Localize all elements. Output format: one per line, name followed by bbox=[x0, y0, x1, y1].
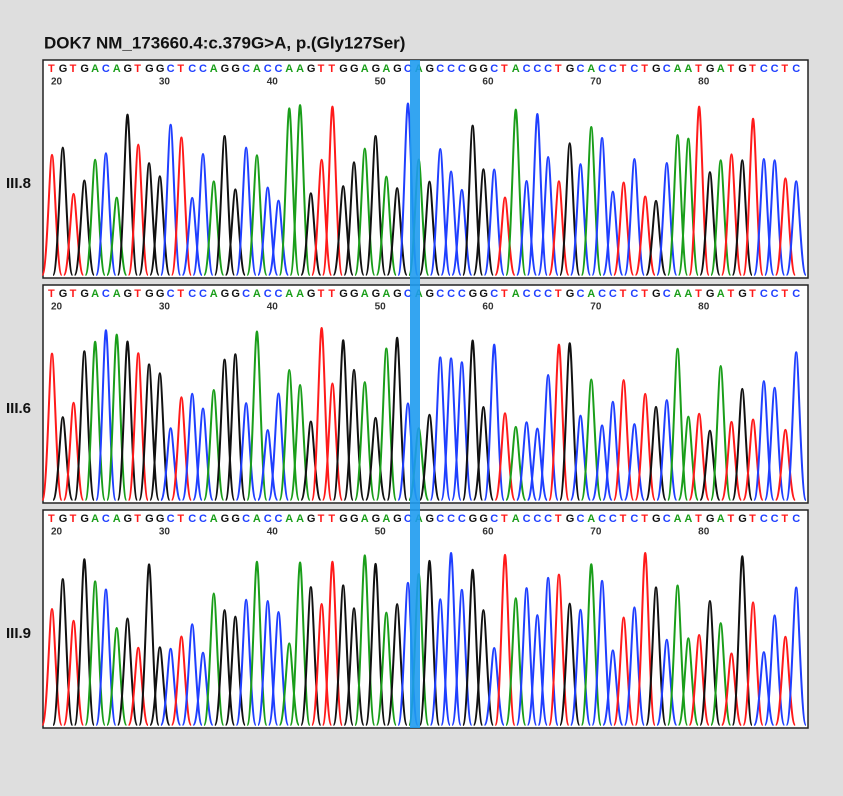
figure: DOK7 NM_173660.4:c.379G>A, p.(Gly127Ser)… bbox=[0, 0, 843, 791]
chromatogram-panel: TGTGACAGTGGCTCCAGGCACCAAGTTGGAGAGCAGCCCG… bbox=[42, 285, 808, 503]
base-position: 20 bbox=[51, 77, 63, 88]
sample-label: III.9 bbox=[6, 625, 31, 642]
base-position: 70 bbox=[590, 527, 602, 538]
base-position: 20 bbox=[51, 302, 63, 313]
variant-highlight bbox=[410, 60, 420, 728]
chromatogram-panel: TGTGACAGTGGCTCCAGGCACCAAGTTGGAGAGCAGCCCG… bbox=[42, 510, 808, 728]
base-position: 70 bbox=[590, 302, 602, 313]
title: DOK7 NM_173660.4:c.379G>A, p.(Gly127Ser) bbox=[44, 33, 405, 52]
base-position: 50 bbox=[375, 527, 387, 538]
base-position: 80 bbox=[698, 302, 710, 313]
base-position: 60 bbox=[482, 77, 494, 88]
base-position: 20 bbox=[51, 527, 63, 538]
base-position: 60 bbox=[482, 302, 494, 313]
base-position: 40 bbox=[267, 77, 279, 88]
base-position: 30 bbox=[159, 302, 171, 313]
page: DOK7 NM_173660.4:c.379G>A, p.(Gly127Ser)… bbox=[0, 0, 843, 791]
base-position: 80 bbox=[698, 527, 710, 538]
sample-label: III.6 bbox=[6, 400, 31, 417]
base-position: 50 bbox=[375, 302, 387, 313]
chromatogram-panel: TGTGACAGTGGCTCCAGGCACCAAGTTGGAGAGCAGCCCG… bbox=[42, 60, 808, 278]
base-position: 40 bbox=[267, 302, 279, 313]
base-position: 80 bbox=[698, 77, 710, 88]
base-position: 40 bbox=[267, 527, 279, 538]
base-position: 60 bbox=[482, 527, 494, 538]
base-position: 50 bbox=[375, 77, 387, 88]
sample-label: III.8 bbox=[6, 175, 31, 192]
base-position: 30 bbox=[159, 527, 171, 538]
base-position: 70 bbox=[590, 77, 602, 88]
base-position: 30 bbox=[159, 77, 171, 88]
